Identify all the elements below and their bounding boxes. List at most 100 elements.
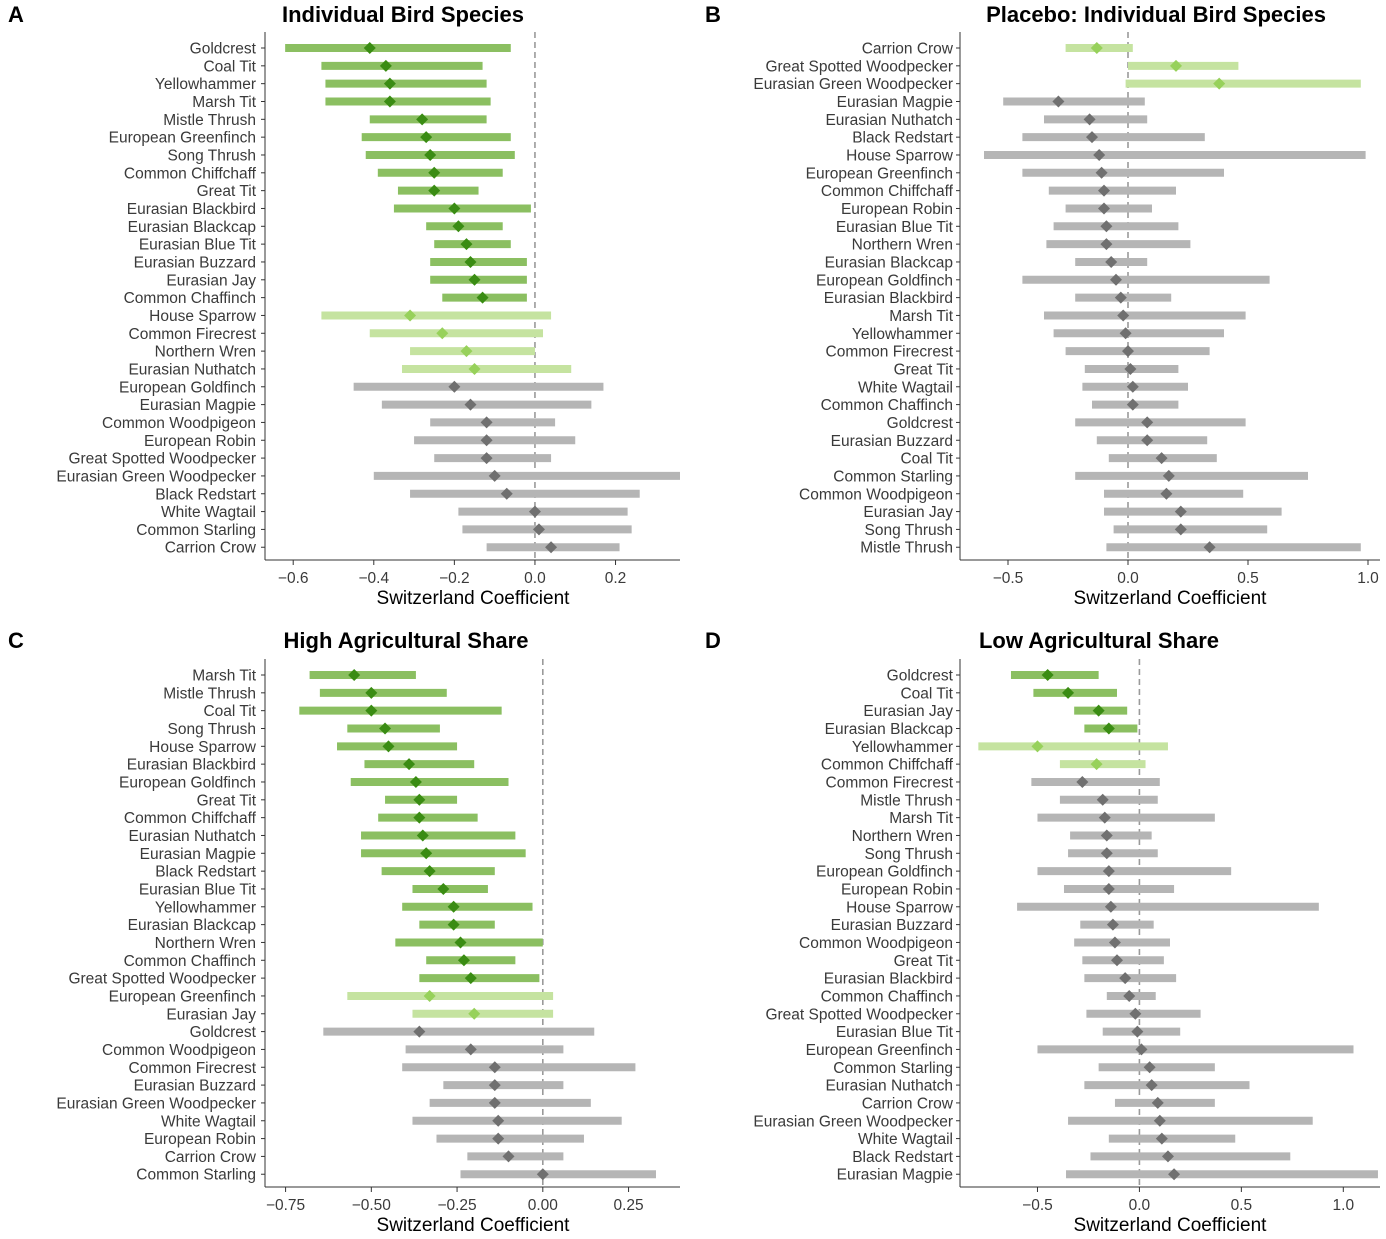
species-label: Northern Wren [155, 935, 256, 952]
estimate-marker [468, 1007, 481, 1020]
species-label: Black Redstart [155, 864, 256, 881]
estimate-marker [1100, 829, 1113, 842]
species-label: White Wagtail [161, 1113, 256, 1130]
estimate-marker [1141, 434, 1154, 447]
estimate-marker [476, 291, 489, 304]
estimate-marker [492, 1132, 505, 1145]
species-label: Great Tit [894, 953, 954, 970]
estimate-marker [457, 954, 470, 967]
estimate-marker [404, 309, 417, 322]
x-tick-label: 0.5 [1237, 570, 1259, 587]
species-label: House Sparrow [846, 147, 954, 164]
estimate-marker [454, 936, 467, 949]
x-tick-label: 0.0 [524, 570, 546, 587]
species-label: Goldcrest [190, 41, 257, 58]
x-tick-label: −0.2 [439, 570, 470, 587]
estimate-marker [464, 255, 477, 268]
estimate-marker [1100, 847, 1113, 860]
estimate-marker [1102, 722, 1115, 735]
estimate-marker [379, 722, 392, 735]
species-label: Common Chaffinch [821, 988, 953, 1005]
estimate-marker [1102, 865, 1115, 878]
species-label: Eurasian Blue Tit [836, 219, 954, 236]
species-label: Song Thrush [168, 721, 256, 738]
estimate-marker [1110, 954, 1123, 967]
species-label: European Robin [841, 201, 953, 218]
estimate-marker [1104, 900, 1117, 913]
species-label: Mistle Thrush [860, 792, 953, 809]
species-label: Eurasian Nuthatch [128, 828, 256, 845]
estimate-marker [448, 380, 461, 393]
species-label: Eurasian Green Woodpecker [56, 1095, 256, 1112]
estimate-marker [1153, 1114, 1166, 1127]
species-label: Common Chiffchaff [124, 810, 257, 827]
estimate-marker [383, 95, 396, 108]
species-label: Eurasian Buzzard [134, 1078, 256, 1095]
species-label: Yellowhammer [155, 899, 256, 916]
estimate-marker [413, 1025, 426, 1038]
estimate-marker [452, 220, 465, 233]
species-label: Common Starling [833, 468, 953, 485]
estimate-marker [413, 811, 426, 824]
estimate-marker [423, 989, 436, 1002]
species-label: Eurasian Blue Tit [836, 1024, 954, 1041]
species-label: Eurasian Blackbird [824, 971, 953, 988]
x-tick-label: −0.25 [437, 1197, 476, 1214]
estimate-marker [480, 452, 493, 465]
species-label: Common Woodpigeon [102, 415, 256, 432]
estimate-marker [500, 487, 513, 500]
estimate-marker [1100, 220, 1113, 233]
species-label: Coal Tit [900, 685, 953, 702]
species-label: Common Chiffchaff [124, 165, 257, 182]
species-label: Eurasian Green Woodpecker [56, 468, 256, 485]
x-tick-label: −0.5 [993, 570, 1024, 587]
species-label: Northern Wren [155, 344, 256, 361]
estimate-marker [1098, 202, 1110, 215]
species-label: Common Chaffinch [821, 397, 953, 414]
species-label: Great Tit [894, 361, 954, 378]
species-label: Goldcrest [190, 1024, 257, 1041]
species-label: Common Firecrest [129, 1060, 257, 1077]
estimate-marker [409, 775, 422, 788]
estimate-marker [1160, 487, 1173, 500]
species-label: House Sparrow [846, 899, 954, 916]
species-label: Eurasian Blackbird [824, 290, 953, 307]
estimate-marker [1098, 811, 1111, 824]
species-label: Goldcrest [887, 415, 954, 432]
estimate-marker [416, 829, 429, 842]
species-label: Marsh Tit [192, 94, 256, 111]
estimate-marker [532, 523, 545, 536]
chart-title: Placebo: Individual Bird Species [986, 2, 1326, 27]
x-tick-label: 1.0 [1333, 1197, 1355, 1214]
species-label: Black Redstart [852, 1149, 953, 1166]
species-label: House Sparrow [149, 739, 257, 756]
estimate-marker [1062, 686, 1075, 699]
estimate-marker [1090, 42, 1103, 54]
species-label: Eurasian Nuthatch [825, 1078, 953, 1095]
estimate-marker [545, 541, 558, 554]
species-label: Yellowhammer [852, 739, 953, 756]
species-label: White Wagtail [858, 1131, 953, 1148]
species-label: Coal Tit [203, 58, 256, 75]
species-label: Eurasian Blue Tit [139, 881, 257, 898]
x-axis-label: Switzerland Coefficient [377, 1215, 571, 1236]
estimate-marker [1151, 1096, 1164, 1109]
species-label: Eurasian Blackcap [825, 721, 953, 738]
estimate-marker [1141, 416, 1154, 429]
estimate-marker [1168, 1168, 1181, 1181]
estimate-marker [447, 918, 460, 931]
species-label: Northern Wren [852, 237, 953, 254]
panel-c: C High Agricultural Share Marsh TitMistle … [8, 628, 680, 1236]
estimate-marker [1123, 989, 1136, 1002]
estimate-marker [1126, 398, 1139, 411]
estimate-marker [1203, 541, 1216, 554]
x-tick-label: −0.75 [266, 1197, 305, 1214]
x-axis-label: Switzerland Coefficient [1074, 1215, 1268, 1236]
estimate-marker [1135, 1043, 1148, 1056]
species-label: Marsh Tit [889, 810, 953, 827]
estimate-marker [383, 77, 396, 90]
species-label: Eurasian Blackbird [127, 757, 256, 774]
species-label: Eurasian Nuthatch [128, 361, 256, 378]
